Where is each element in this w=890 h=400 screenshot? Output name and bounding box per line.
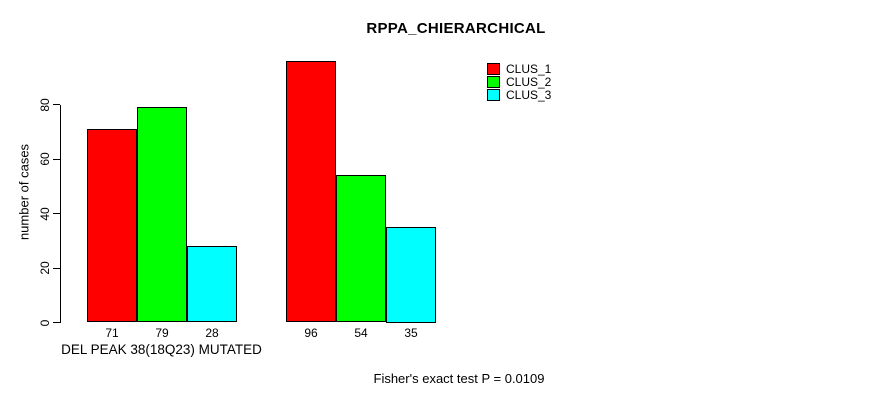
y-axis-tick-label: 60 [38,152,52,166]
legend-item-clus_2: CLUS_2 [487,75,551,88]
y-axis-tick-label: 0 [38,319,52,326]
bar-clus_3-group1 [187,246,237,323]
legend-label: CLUS_2 [506,74,552,89]
y-axis-label: number of cases [16,143,32,241]
bar-value-label: 28 [205,326,219,340]
bar-value-label: 79 [155,326,169,340]
y-axis-tick [53,322,60,323]
legend-label: CLUS_3 [506,87,552,102]
chart-title: RPPA_CHIERARCHICAL [366,20,546,37]
legend-swatch-clus_1 [487,62,500,75]
x-axis-group-label: DEL PEAK 38(18Q23) MUTATED [61,342,262,357]
y-axis-tick-label: 80 [38,97,52,112]
bar-clus_2-group1 [137,107,187,323]
bar-value-label: 54 [354,326,368,340]
bar-clus_1-group1 [87,129,137,323]
legend-swatch-clus_3 [487,88,500,101]
y-axis-tick [53,158,60,160]
y-axis-tick-label: 20 [38,261,52,275]
bar-value-label: 35 [404,326,418,340]
y-axis-line [60,104,61,323]
bar-clus_2-group2 [336,175,386,323]
y-axis-tick [53,213,60,214]
bar-value-label: 71 [105,326,119,340]
stat-annotation: Fisher's exact test P = 0.0109 [373,371,545,386]
legend-label: CLUS_1 [506,61,552,76]
legend-swatch-clus_2 [487,75,500,88]
legend-item-clus_1: CLUS_1 [487,62,551,75]
bar-value-label: 96 [304,326,318,340]
bar-clus_3-group2 [386,227,436,323]
legend: CLUS_1 CLUS_2 CLUS_3 [487,62,551,101]
y-axis-tick [53,267,60,269]
y-axis-tick [53,104,60,105]
legend-item-clus_3: CLUS_3 [487,88,551,101]
y-axis-tick-label: 40 [38,206,52,221]
bar-clus_1-group2 [286,60,336,323]
